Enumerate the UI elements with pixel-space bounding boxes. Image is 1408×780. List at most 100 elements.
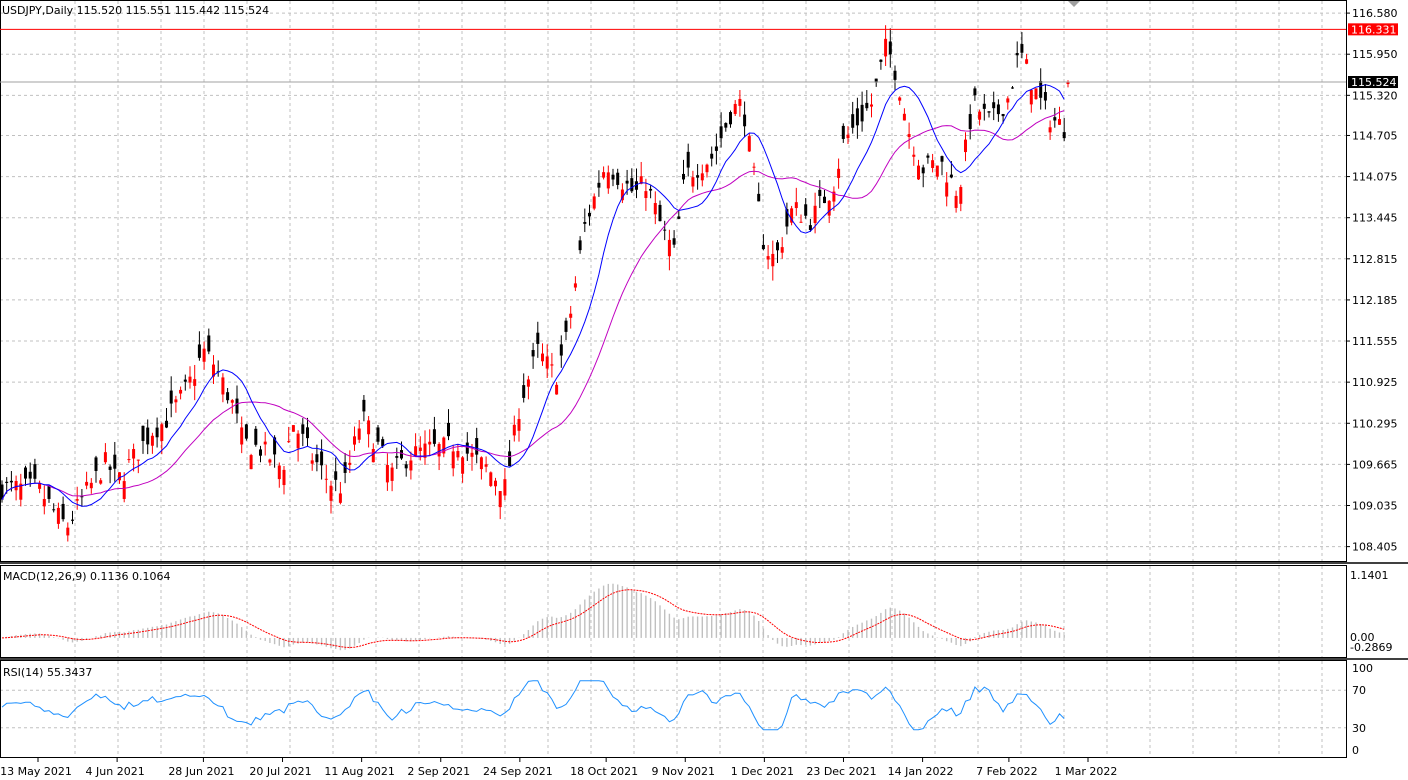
candle-body [414, 446, 418, 456]
candle [1053, 107, 1057, 128]
candle-body [183, 379, 187, 382]
candle-body [686, 151, 690, 168]
level-line-label-box [1348, 23, 1398, 36]
candle-body [522, 385, 526, 398]
candle [611, 168, 615, 187]
candle-body [9, 480, 13, 483]
rsi-tick-label: 100 [1352, 662, 1373, 675]
price-tick-label: 113.445 [1352, 212, 1398, 225]
candle [917, 159, 920, 181]
candle-body [884, 38, 888, 57]
candle-body [465, 442, 469, 454]
candle [982, 94, 986, 121]
candle-body [489, 472, 493, 486]
main-pane-frame [0, 0, 1347, 562]
time-tick-label: 20 Jul 2021 [249, 765, 311, 778]
candle-body [940, 156, 944, 162]
price-tick-label: 112.815 [1352, 253, 1398, 266]
candle [555, 382, 559, 395]
candle [705, 163, 709, 178]
candle-body [42, 498, 46, 507]
candle-body [52, 509, 56, 511]
candle-body [860, 104, 864, 122]
candle-body [926, 155, 930, 158]
candle-body [197, 344, 201, 358]
candle-body [38, 482, 42, 489]
candle [183, 374, 187, 391]
price-axis: 116.580 115.950 115.320 114.705 114.075 113.4… [1346, 7, 1398, 554]
candle [700, 164, 704, 187]
candle-body [301, 424, 305, 434]
rsi-line [1, 680, 1065, 731]
candle [799, 214, 803, 223]
candle [968, 104, 972, 140]
candle [602, 166, 606, 180]
candle-body [583, 222, 587, 224]
candle-body [385, 465, 389, 483]
price-tick-label: 114.705 [1352, 129, 1398, 142]
candle [757, 182, 761, 202]
candle [240, 416, 244, 454]
candle [996, 99, 1000, 122]
candle-body [99, 480, 103, 484]
candle [24, 465, 27, 486]
candle [353, 426, 356, 451]
scroll-marker-icon[interactable] [1068, 1, 1080, 7]
candle [794, 187, 798, 216]
candle-body [423, 443, 427, 458]
candle-body [672, 238, 676, 245]
candle-body [14, 480, 18, 491]
candle [197, 331, 201, 361]
bid-label-box [1348, 76, 1398, 89]
candle [987, 111, 991, 118]
candle [837, 158, 841, 189]
candle-body [1039, 80, 1043, 98]
candle [879, 59, 883, 70]
candle [14, 475, 18, 501]
candle [338, 481, 342, 505]
candle-body [409, 460, 413, 471]
candle-body [804, 204, 808, 216]
candle-body [404, 464, 408, 469]
candle-body [230, 400, 234, 403]
price-tick-label: 110.925 [1352, 376, 1398, 389]
candle-body [188, 376, 192, 383]
candle-body [1048, 127, 1052, 133]
candle [583, 208, 587, 233]
candle [282, 465, 286, 495]
candle [263, 431, 267, 456]
candle [766, 245, 770, 270]
candle-body [1025, 59, 1029, 64]
price-tick-label: 116.580 [1352, 7, 1398, 20]
candle [545, 344, 549, 379]
candle-body [855, 108, 859, 126]
price-tick-label: 109.665 [1352, 458, 1398, 471]
candle-body [296, 433, 300, 449]
candle [841, 123, 845, 143]
candle-body [987, 111, 991, 113]
candle-body [917, 165, 920, 180]
level-line-label: 116.331 [1351, 23, 1397, 36]
candle [964, 132, 967, 162]
macd-tick-label: 1.1401 [1350, 569, 1389, 582]
candle [667, 229, 671, 271]
candle [244, 423, 248, 441]
candle-body [47, 485, 51, 499]
candle-body [169, 390, 173, 404]
candle-body [691, 177, 695, 187]
candle-body [5, 481, 9, 483]
candle-body [771, 253, 775, 267]
candle [376, 424, 380, 445]
candle [324, 465, 328, 494]
candle-body [287, 441, 291, 443]
rsi-pane-frame [0, 660, 1347, 758]
candle [315, 444, 319, 472]
candle [179, 386, 183, 400]
grid-lines [0, 1, 1346, 757]
candle [226, 388, 230, 404]
candle [898, 96, 902, 106]
candle-body [780, 247, 784, 253]
candle-body [306, 427, 309, 439]
candle-body [226, 392, 230, 401]
candle [973, 86, 977, 101]
